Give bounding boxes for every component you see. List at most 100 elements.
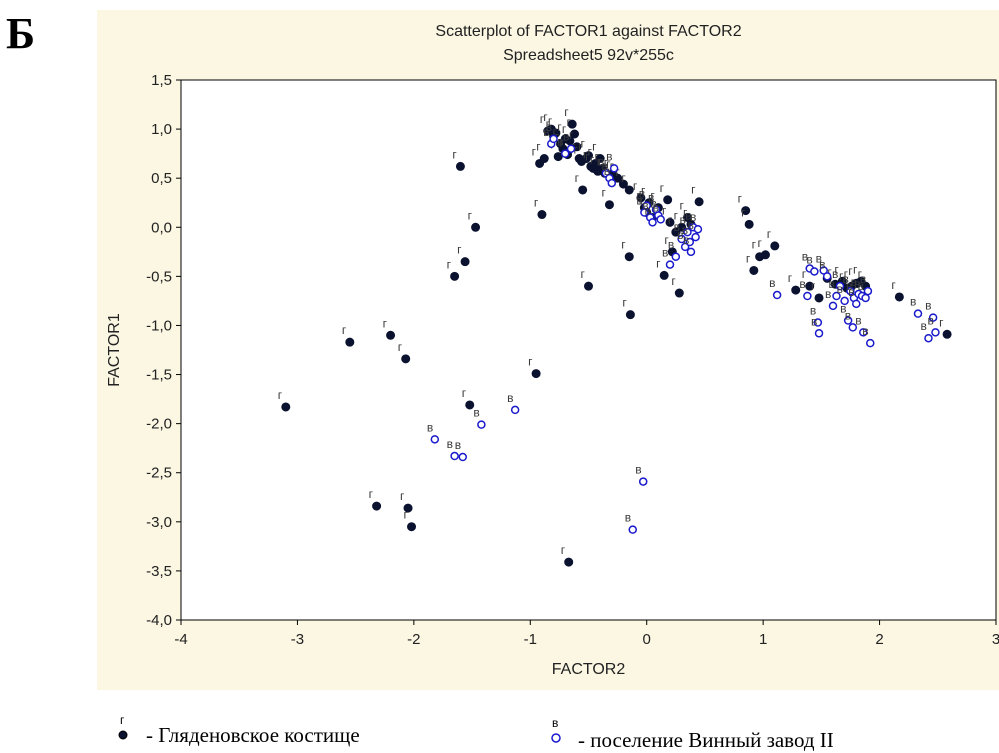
y-tick-label: -4,0 bbox=[146, 612, 172, 629]
data-point-label-series-2: в bbox=[860, 272, 866, 286]
data-point-series-1 bbox=[636, 193, 646, 203]
data-point-label-series-1: г bbox=[398, 340, 403, 354]
data-point-series-1 bbox=[567, 119, 577, 129]
data-point-label-series-1: г bbox=[679, 198, 684, 212]
data-point-series-2 bbox=[477, 420, 486, 429]
data-point-series-1 bbox=[455, 161, 465, 171]
data-point-label-series-1: г bbox=[939, 315, 944, 329]
data-point-label-series-2: в bbox=[625, 511, 631, 525]
data-point-label-series-1: г bbox=[819, 259, 824, 273]
data-point-label-series-1: г bbox=[587, 144, 592, 158]
data-point-label-series-2: в bbox=[848, 285, 854, 299]
data-point-label-series-1: г bbox=[404, 508, 409, 522]
data-point-series-2 bbox=[430, 435, 440, 444]
data-point-series-1 bbox=[805, 281, 815, 291]
data-point-series-2 bbox=[924, 333, 933, 343]
x-tick-label: -4 bbox=[174, 631, 187, 648]
data-point-label-series-1: г bbox=[532, 144, 537, 158]
data-point-series-1 bbox=[942, 329, 952, 339]
data-point-label-series-2: в bbox=[855, 313, 861, 327]
data-point-label-series-2: в bbox=[598, 154, 604, 168]
legend-label-series-1: - Гляденовское костище bbox=[146, 723, 360, 747]
data-point-label-series-1: г bbox=[891, 278, 896, 292]
data-point-series-2 bbox=[671, 252, 681, 261]
data-point-label-series-1: г bbox=[574, 142, 579, 156]
panel-letter: Б bbox=[6, 9, 36, 58]
data-point-series-1 bbox=[814, 293, 824, 303]
data-point-series-2 bbox=[683, 227, 692, 237]
data-point-label-series-2: в bbox=[563, 130, 569, 144]
data-point-label-series-2: в bbox=[846, 279, 852, 293]
data-point-label-series-1: г bbox=[604, 155, 609, 169]
data-point-label-series-2: в bbox=[648, 191, 654, 205]
data-point-label-series-1: г bbox=[581, 267, 586, 281]
data-point-series-1 bbox=[407, 522, 417, 532]
data-point-label-series-1: г bbox=[546, 117, 551, 131]
data-point-label-series-2: в bbox=[662, 246, 668, 260]
data-point-label-series-2: в bbox=[806, 252, 812, 266]
data-point-label-series-1: г bbox=[447, 257, 452, 271]
legend-mark-label-series-2: в bbox=[552, 716, 559, 730]
data-point-series-1 bbox=[281, 402, 291, 412]
data-point-series-2 bbox=[680, 242, 690, 252]
data-point-label-series-1: г bbox=[650, 189, 655, 203]
data-point-label-series-2: в bbox=[862, 324, 868, 338]
data-point-series-2 bbox=[810, 267, 819, 276]
data-point-series-1 bbox=[584, 281, 593, 291]
data-point-label-series-1: г bbox=[811, 279, 816, 293]
data-point-series-2 bbox=[691, 232, 700, 242]
data-point-series-2 bbox=[852, 299, 861, 309]
data-point-label-series-2: в bbox=[810, 304, 816, 318]
data-point-label-series-2: в bbox=[851, 275, 857, 289]
data-point-series-2 bbox=[803, 291, 812, 301]
data-point-series-1 bbox=[584, 151, 593, 161]
data-point-label-series-1: г bbox=[834, 262, 839, 276]
data-point-label-series-2: в bbox=[828, 277, 834, 291]
data-point-series-2 bbox=[840, 296, 849, 306]
data-point-series-1 bbox=[531, 369, 541, 379]
y-tick-label: 1,0 bbox=[151, 121, 172, 138]
data-point-label-series-1: г bbox=[543, 110, 548, 124]
data-point-label-series-1: г bbox=[400, 489, 405, 503]
y-tick-label: -2,5 bbox=[146, 465, 172, 482]
data-point-label-series-2: в bbox=[840, 302, 846, 316]
data-point-label-series-1: г bbox=[528, 355, 533, 369]
data-point-label-series-2: в bbox=[690, 210, 696, 224]
data-point-label-series-1: г bbox=[639, 194, 644, 208]
y-tick-label: -1,0 bbox=[146, 317, 172, 334]
data-point-label-series-2: в bbox=[858, 279, 864, 293]
data-point-series-1 bbox=[372, 501, 382, 511]
data-point-label-series-1: г bbox=[452, 147, 457, 161]
data-point-label-series-2: в bbox=[543, 125, 549, 139]
data-point-series-2 bbox=[648, 218, 657, 227]
data-point-label-series-1: г bbox=[827, 265, 832, 279]
data-point-label-series-2: в bbox=[845, 308, 851, 322]
legend-label-series-2: - поселение Винный завод II bbox=[578, 728, 834, 752]
data-point-series-1 bbox=[694, 197, 704, 207]
data-point-series-2 bbox=[642, 201, 651, 210]
data-point-label-series-2: в bbox=[769, 276, 775, 290]
data-point-series-1 bbox=[674, 288, 684, 298]
legend-marker-series-1: г bbox=[118, 713, 142, 745]
data-point-series-1 bbox=[770, 241, 780, 251]
data-point-label-series-2: в bbox=[668, 238, 674, 252]
data-point-series-2 bbox=[832, 291, 841, 301]
data-point-label-series-1: г bbox=[839, 269, 844, 283]
data-point-label-series-2: в bbox=[802, 250, 808, 264]
x-tick-label: -1 bbox=[524, 631, 537, 648]
data-point-label-series-1: г bbox=[585, 149, 590, 163]
data-point-label-series-2: в bbox=[816, 251, 822, 265]
data-point-label-series-2: в bbox=[685, 208, 691, 222]
data-point-label-series-2: в bbox=[811, 314, 817, 328]
data-point-series-1 bbox=[624, 185, 634, 195]
data-point-label-series-1: г bbox=[590, 152, 595, 166]
x-axis-label: FACTOR2 bbox=[552, 661, 626, 678]
data-point-label-series-2: в bbox=[507, 391, 513, 405]
data-point-series-2 bbox=[607, 178, 617, 188]
data-point-label-series-1: г bbox=[664, 233, 669, 247]
data-point-series-1 bbox=[537, 210, 547, 220]
data-point-series-2 bbox=[656, 215, 665, 224]
data-point-label-series-2: в bbox=[688, 218, 694, 232]
data-point-series-1 bbox=[564, 557, 574, 567]
data-point-label-series-2: в bbox=[427, 420, 433, 434]
